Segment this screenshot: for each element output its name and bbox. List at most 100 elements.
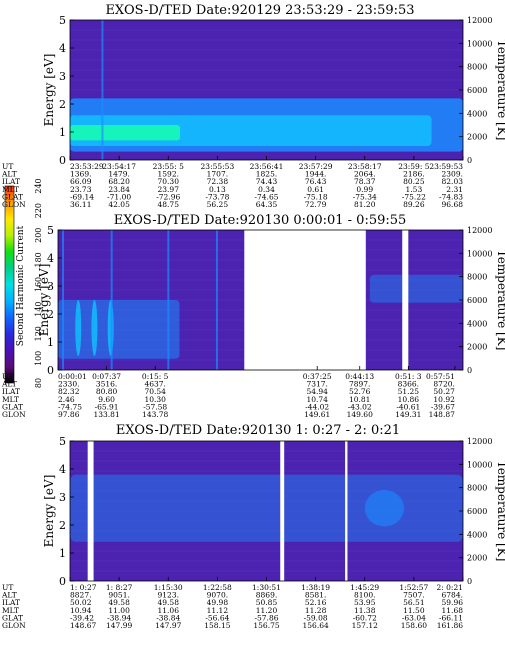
- y-tick-label: 4: [47, 252, 54, 265]
- y2-tick-label: 0: [467, 366, 472, 375]
- panel-2-title: EXOS-D/TED Date:920130 0:00:01 - 0:59:55: [114, 213, 407, 228]
- y-tick-label: 1: [47, 336, 54, 349]
- y-tick-label: 0: [59, 575, 66, 588]
- orbit-value: -57.86: [254, 613, 278, 622]
- orbit-value: 2: 0:21: [436, 583, 463, 592]
- colorbar-tick-label: 200: [34, 228, 43, 243]
- orbit-value: 52.76: [349, 387, 371, 396]
- orbit-value: -65.91: [95, 402, 119, 411]
- colorbar-tick-label: 220: [34, 203, 43, 218]
- orbit-value: 89.26: [403, 200, 425, 209]
- orbit-row-label: GLON: [2, 410, 26, 419]
- orbit-value: 70.30: [158, 177, 180, 186]
- y-tick-label: 3: [47, 280, 54, 293]
- orbit-value: 0:00:01: [58, 372, 87, 381]
- data-gap: [244, 229, 366, 371]
- orbit-value: 68.20: [108, 177, 130, 186]
- orbit-value: -38.94: [107, 613, 131, 622]
- y-tick-label: 4: [59, 42, 66, 55]
- orbit-row-label: GLAT: [2, 402, 23, 411]
- orbit-value: 161.86: [437, 621, 463, 630]
- colorbar-tick-label: 140: [34, 301, 43, 316]
- y-tick-label: 2: [59, 519, 66, 532]
- colorbar: Second Harmonic Current 80 100 120 140 160 18…: [4, 178, 43, 388]
- orbit-value: 7897.: [349, 380, 370, 389]
- panel-3-y-label: Energy [eV]: [42, 475, 56, 548]
- orbit-value: 9123.: [158, 591, 179, 600]
- orbit-value: 148.87: [429, 410, 455, 419]
- orbit-value: -75.34: [353, 192, 377, 201]
- orbit-value: 149.60: [347, 410, 373, 419]
- colorbar-tick-label: 160: [34, 277, 43, 292]
- heatmap-spike: [215, 230, 218, 370]
- orbit-value: 0.34: [258, 185, 275, 194]
- orbit-value: 10.81: [349, 395, 370, 404]
- data-gap: [280, 440, 285, 582]
- orbit-value: 2.31: [446, 185, 463, 194]
- colorbar-label: Second Harmonic Current: [16, 225, 26, 346]
- heatmap-band-low: [70, 474, 463, 542]
- orbit-value: 52.16: [305, 598, 327, 607]
- orbit-value: -38.84: [156, 613, 180, 622]
- orbit-value: 10.92: [433, 395, 455, 404]
- orbit-value: 2.46: [58, 395, 75, 404]
- y-tick-label: 2: [59, 98, 66, 111]
- y2-tick-label: 10000: [467, 460, 492, 469]
- orbit-value: 59.96: [442, 598, 464, 607]
- orbit-value: -40.61: [396, 402, 420, 411]
- orbit-row-label: ILAT: [2, 387, 20, 396]
- panel-3-y2-ticks: 0 2000 4000 6000 8000 10000 12000: [459, 437, 492, 586]
- orbit-value: 23:57:29: [299, 162, 333, 171]
- panel-1-y2-label: Temperature [K]: [495, 40, 505, 141]
- orbit-value: 64.35: [256, 200, 278, 209]
- y2-tick-label: 4000: [467, 109, 487, 118]
- colorbar-tick-label: 180: [34, 252, 43, 267]
- orbit-value: 0:51: 3: [395, 372, 422, 381]
- orbit-value: 78.37: [354, 177, 376, 186]
- orbit-value: 23:55: 5: [153, 162, 185, 171]
- orbit-value: 2309.: [442, 170, 463, 179]
- heatmap-spike: [101, 20, 104, 160]
- heatmap-band-low: [58, 300, 180, 359]
- heatmap-spike: [110, 230, 113, 370]
- y2-tick-label: 10000: [467, 249, 492, 258]
- orbit-value: 23.84: [108, 185, 130, 194]
- y2-tick-label: 8000: [467, 63, 487, 72]
- orbit-row-label: UT: [2, 372, 13, 381]
- y-tick-label: 4: [59, 463, 66, 476]
- y-tick-label: 1: [59, 547, 66, 560]
- orbit-value: 51.25: [398, 387, 420, 396]
- panel-1-y-ticks: 0 1 2 3 4 5: [59, 14, 74, 167]
- orbit-value: 23.97: [158, 185, 180, 194]
- orbit-value: 0:15: 5: [142, 372, 169, 381]
- orbit-value: 9051.: [108, 591, 129, 600]
- orbit-row-label: ALT: [1, 170, 17, 179]
- panel-1-y2-ticks: 0 2000 4000 6000 8000 10000 12000: [459, 16, 492, 165]
- orbit-row-label: GLON: [2, 200, 26, 209]
- orbit-row-label: ILAT: [2, 177, 20, 186]
- orbit-value: 0.99: [356, 185, 373, 194]
- orbit-value: -39.42: [70, 613, 94, 622]
- orbit-value: 23:54:17: [102, 162, 136, 171]
- orbit-value: 2064.: [354, 170, 375, 179]
- orbit-value: 1: 8:27: [106, 583, 133, 592]
- colorbar-tick-label: 240: [34, 178, 43, 193]
- orbit-value: 8827.: [70, 591, 91, 600]
- orbit-value: 1:38:19: [301, 583, 330, 592]
- panel-3-y-ticks: 0 1 2 3 4 5: [59, 435, 74, 588]
- orbit-value: 1825.: [256, 170, 277, 179]
- orbit-value: 1707.: [207, 170, 228, 179]
- orbit-value: 7317.: [306, 380, 327, 389]
- heatmap-band-high: [70, 125, 181, 141]
- orbit-value: 54.94: [306, 387, 328, 396]
- orbit-value: 0.61: [307, 185, 324, 194]
- orbit-value: 1479.: [108, 170, 129, 179]
- orbit-row-label: ALT: [1, 591, 17, 600]
- orbit-value: 11.00: [108, 606, 130, 615]
- orbit-value: 8869.: [256, 591, 277, 600]
- orbit-value: 3516.: [96, 380, 117, 389]
- y-tick-label: 3: [59, 70, 66, 83]
- orbit-value: 8366.: [398, 380, 419, 389]
